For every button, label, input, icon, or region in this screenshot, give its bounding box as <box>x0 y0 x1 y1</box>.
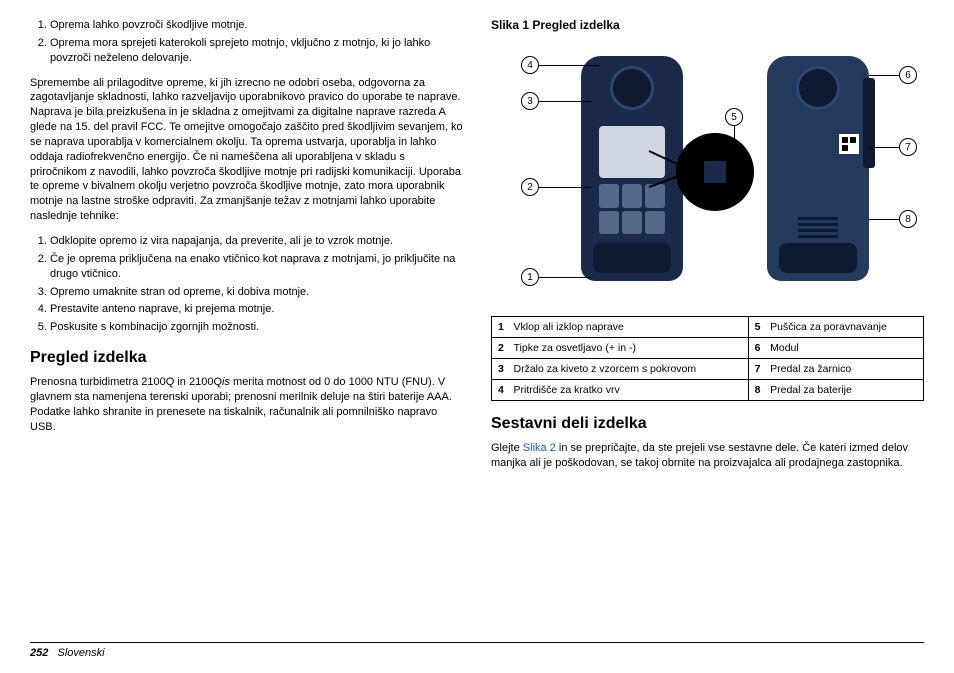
table-row: 2 Tipke za osvetljavo (+ in -) 6 Modul <box>492 338 924 359</box>
table-row: 1 Vklop ali izklop naprave 5 Puščica za … <box>492 317 924 338</box>
conditions-list: Oprema lahko povzroči škodljive motnje. … <box>30 18 463 66</box>
overview-text-a: Prenosna turbidimetra 2100Q in 2100Q <box>30 376 222 388</box>
techniques-list: Odklopite opremo iz vira napajanja, da p… <box>30 234 463 335</box>
legend-text: Modul <box>764 338 923 359</box>
list-item: Oprema lahko povzroči škodljive motnje. <box>50 18 463 33</box>
device-back-base <box>779 243 857 273</box>
components-text-a: Glejte <box>491 442 523 454</box>
module-flap <box>863 78 875 168</box>
legend-text: Puščica za poravnavanje <box>764 317 923 338</box>
legend-text: Vklop ali izklop naprave <box>508 317 749 338</box>
device-back <box>767 56 869 281</box>
list-item: Odklopite opremo iz vira napajanja, da p… <box>50 234 463 249</box>
device-keypad <box>599 184 665 234</box>
legend-num: 2 <box>492 338 508 359</box>
heading-components: Sestavni deli izdelka <box>491 415 924 433</box>
page-number: 252 <box>30 647 48 659</box>
page-footer: 252 Slovenski <box>30 642 924 659</box>
callout-6: 6 <box>899 66 917 84</box>
heading-product-overview: Pregled izdelka <box>30 349 463 367</box>
legend-text: Pritrdišče za kratko vrv <box>508 380 749 401</box>
callout-lead <box>869 219 899 220</box>
list-item: Poskusite s kombinacijo zgornjih možnost… <box>50 320 463 335</box>
legend-table: 1 Vklop ali izklop naprave 5 Puščica za … <box>491 316 924 401</box>
table-row: 3 Držalo za kiveto z vzorcem s pokrovom … <box>492 359 924 380</box>
legend-text: Predal za žarnico <box>764 359 923 380</box>
callout-5: 5 <box>725 108 743 126</box>
components-paragraph: Glejte Slika 2 in se prepričajte, da ste… <box>491 441 924 471</box>
page-language: Slovenski <box>58 647 105 659</box>
callout-lead <box>539 101 591 102</box>
fcc-paragraph: Spremembe ali prilagoditve opreme, ki ji… <box>30 76 463 224</box>
legend-num: 3 <box>492 359 508 380</box>
callout-2: 2 <box>521 178 539 196</box>
legend-text: Tipke za osvetljavo (+ in -) <box>508 338 749 359</box>
legend-text: Predal za baterije <box>764 380 923 401</box>
product-diagram: 1 2 3 4 5 6 7 8 <box>491 38 924 308</box>
callout-1: 1 <box>521 268 539 286</box>
right-column: Slika 1 Pregled izdelka <box>491 18 924 618</box>
alignment-arrow-icon <box>708 168 722 178</box>
legend-num: 5 <box>748 317 764 338</box>
qr-icon <box>839 134 859 154</box>
callout-lead <box>869 75 899 76</box>
callout-lead <box>539 65 599 66</box>
legend-num: 1 <box>492 317 508 338</box>
callout-lead <box>869 147 899 148</box>
overview-italic: is <box>222 376 230 388</box>
table-row: 4 Pritrdišče za kratko vrv 8 Predal za b… <box>492 380 924 401</box>
list-item: Oprema mora sprejeti katerokoli sprejeto… <box>50 36 463 66</box>
device-front <box>581 56 683 281</box>
callout-4: 4 <box>521 56 539 74</box>
legend-num: 8 <box>748 380 764 401</box>
figure-link[interactable]: Slika 2 <box>523 442 556 454</box>
callout-lead <box>734 126 735 140</box>
legend-text: Držalo za kiveto z vzorcem s pokrovom <box>508 359 749 380</box>
overview-paragraph: Prenosna turbidimetra 2100Q in 2100Qis m… <box>30 375 463 434</box>
callout-3: 3 <box>521 92 539 110</box>
legend-num: 6 <box>748 338 764 359</box>
legend-num: 4 <box>492 380 508 401</box>
vent-icon <box>798 217 838 241</box>
list-item: Če je oprema priključena na enako vtični… <box>50 252 463 282</box>
callout-7: 7 <box>899 138 917 156</box>
sample-holder-icon <box>610 66 654 110</box>
list-item: Prestavite anteno naprave, ki prejema mo… <box>50 302 463 317</box>
page-columns: Oprema lahko povzroči škodljive motnje. … <box>30 18 924 618</box>
magnifier-circle <box>676 133 754 211</box>
sample-holder-back-icon <box>796 66 840 110</box>
callout-8: 8 <box>899 210 917 228</box>
left-column: Oprema lahko povzroči škodljive motnje. … <box>30 18 463 618</box>
list-item: Opremo umaknite stran od opreme, ki dobi… <box>50 285 463 300</box>
figure-caption: Slika 1 Pregled izdelka <box>491 18 924 32</box>
device-base <box>593 243 671 273</box>
callout-lead <box>539 277 591 278</box>
callout-lead <box>539 187 591 188</box>
legend-num: 7 <box>748 359 764 380</box>
